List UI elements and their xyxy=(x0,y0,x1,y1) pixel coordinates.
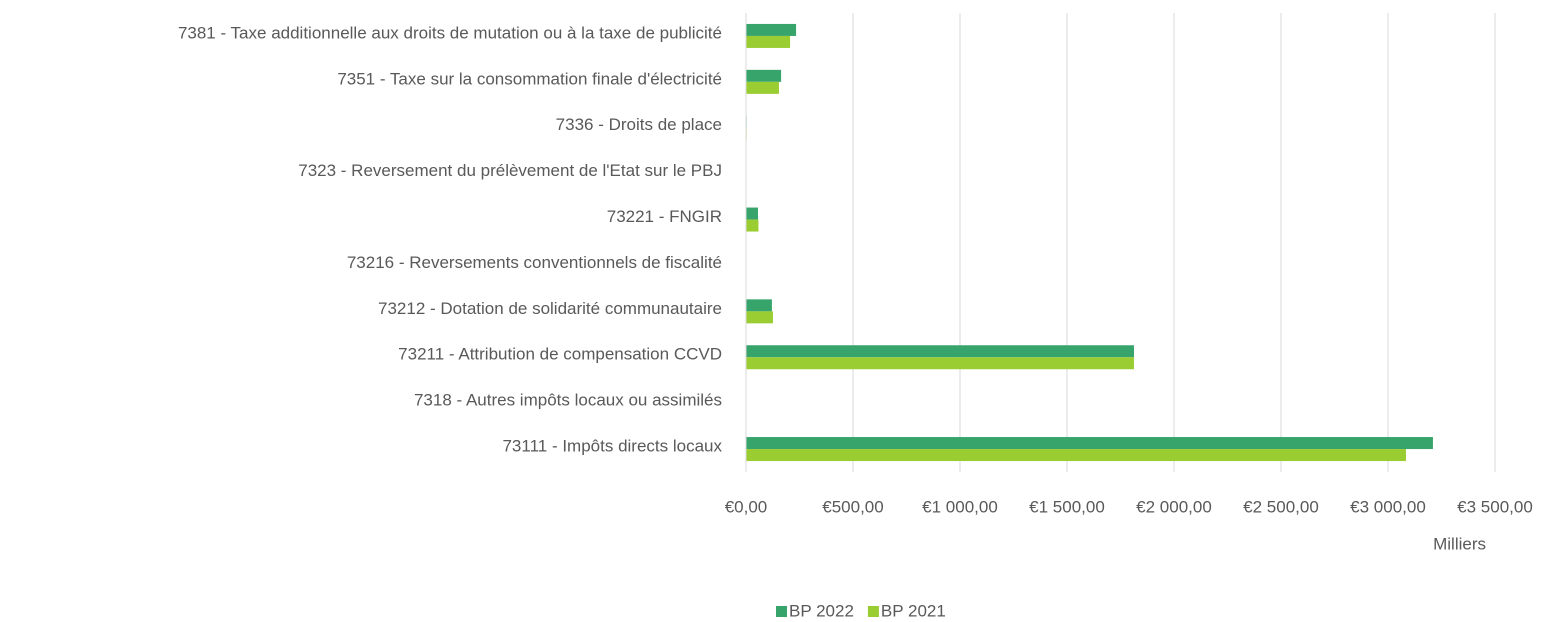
bar xyxy=(746,219,759,232)
y-tick-label: 73216 - Reversements conventionnels de f… xyxy=(347,253,722,272)
y-tick-label: 7318 - Autres impôts locaux ou assimilés xyxy=(414,391,722,410)
x-tick-label: €1 000,00 xyxy=(922,497,998,516)
y-tick-label: 7323 - Reversement du prélèvement de l'E… xyxy=(298,161,722,180)
x-tick-label: €3 000,00 xyxy=(1350,497,1426,516)
bar xyxy=(746,299,772,312)
y-tick-label: 7336 - Droits de place xyxy=(556,115,722,134)
bar xyxy=(746,207,758,220)
y-tick-label: 7381 - Taxe additionnelle aux droits de … xyxy=(178,23,722,42)
legend-label: BP 2021 xyxy=(881,601,946,620)
bar xyxy=(746,35,791,48)
bar xyxy=(746,23,797,36)
legend-label: BP 2022 xyxy=(789,601,854,620)
x-tick-label: €2 500,00 xyxy=(1243,497,1319,516)
x-tick-label: €3 500,00 xyxy=(1457,497,1533,516)
legend-swatch xyxy=(867,606,879,617)
y-tick-label: 73211 - Attribution de compensation CCVD xyxy=(398,345,722,364)
bar xyxy=(746,437,1433,450)
bar xyxy=(746,345,1134,358)
bar xyxy=(746,449,1406,462)
y-tick-label: 73111 - Impôts directs locaux xyxy=(502,437,722,456)
bar xyxy=(746,81,779,94)
x-tick-label: €0,00 xyxy=(725,497,768,516)
y-tick-label: 73212 - Dotation de solidarité communaut… xyxy=(378,299,722,318)
y-tick-label: 7351 - Taxe sur la consommation finale d… xyxy=(337,69,722,88)
bar xyxy=(746,311,773,324)
y-tick-label: 73221 - FNGIR xyxy=(607,207,722,226)
x-tick-label: €500,00 xyxy=(822,497,883,516)
x-tick-label: €2 000,00 xyxy=(1136,497,1212,516)
x-axis-label: Milliers xyxy=(1433,534,1486,553)
x-tick-label: €1 500,00 xyxy=(1029,497,1105,516)
bar xyxy=(746,69,782,82)
bar xyxy=(746,357,1134,370)
legend-swatch xyxy=(776,606,787,617)
